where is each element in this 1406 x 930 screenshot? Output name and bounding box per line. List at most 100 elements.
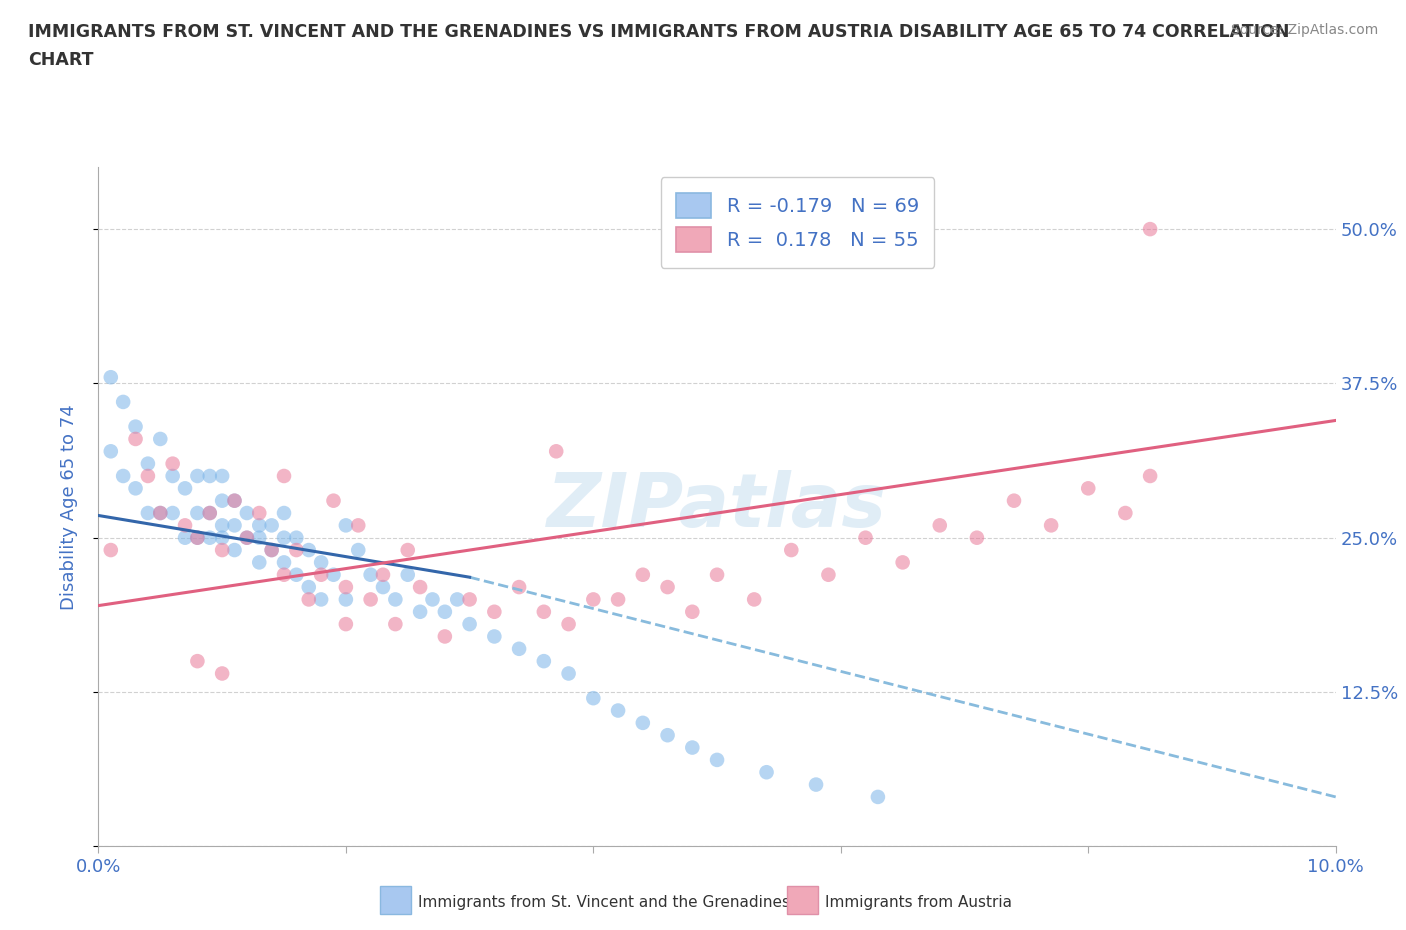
Point xyxy=(211,493,233,508)
Point xyxy=(1040,518,1063,533)
Point xyxy=(582,691,605,706)
Point xyxy=(780,542,803,557)
Point xyxy=(433,629,456,644)
Point xyxy=(742,592,765,607)
Point xyxy=(224,542,246,557)
Point xyxy=(273,506,295,521)
Point xyxy=(174,481,197,496)
Point xyxy=(1002,493,1025,508)
Point xyxy=(273,555,295,570)
Point xyxy=(124,481,146,496)
Point xyxy=(211,666,233,681)
Point xyxy=(247,518,270,533)
Point xyxy=(224,493,246,508)
Point xyxy=(1139,221,1161,236)
Point xyxy=(409,579,432,594)
Point xyxy=(631,567,654,582)
Point xyxy=(1139,469,1161,484)
Point xyxy=(335,518,357,533)
Point xyxy=(236,530,259,545)
Point xyxy=(817,567,839,582)
Point xyxy=(966,530,988,545)
Point xyxy=(422,592,444,607)
Point xyxy=(198,469,221,484)
Point xyxy=(706,567,728,582)
Point xyxy=(100,542,122,557)
Point xyxy=(285,542,308,557)
Point xyxy=(100,370,122,385)
Point xyxy=(557,666,579,681)
Point xyxy=(124,419,146,434)
Point xyxy=(508,579,530,594)
Point xyxy=(162,469,184,484)
Point xyxy=(174,518,197,533)
Point xyxy=(260,518,283,533)
Point xyxy=(371,579,394,594)
Point xyxy=(1077,481,1099,496)
Point xyxy=(149,506,172,521)
Point xyxy=(631,715,654,730)
Point xyxy=(186,530,208,545)
Point xyxy=(273,469,295,484)
Point xyxy=(298,542,321,557)
Point xyxy=(309,567,332,582)
Point xyxy=(396,567,419,582)
Point xyxy=(309,555,332,570)
Text: Source: ZipAtlas.com: Source: ZipAtlas.com xyxy=(1230,23,1378,37)
Point xyxy=(360,567,382,582)
Point xyxy=(1114,506,1136,521)
Point xyxy=(136,506,159,521)
Point xyxy=(198,506,221,521)
Text: CHART: CHART xyxy=(28,51,94,69)
Point xyxy=(309,592,332,607)
Text: ZIPatlas: ZIPatlas xyxy=(547,471,887,543)
Point xyxy=(891,555,914,570)
Point xyxy=(335,617,357,631)
Point xyxy=(124,432,146,446)
Point xyxy=(198,530,221,545)
Point xyxy=(285,530,308,545)
Point xyxy=(285,567,308,582)
Point xyxy=(347,542,370,557)
Point xyxy=(186,506,208,521)
Point xyxy=(322,567,344,582)
Point xyxy=(224,518,246,533)
Point xyxy=(458,592,481,607)
Point xyxy=(755,764,778,779)
Point xyxy=(149,432,172,446)
Point xyxy=(446,592,468,607)
Point xyxy=(298,579,321,594)
Point xyxy=(186,654,208,669)
Text: Immigrants from St. Vincent and the Grenadines: Immigrants from St. Vincent and the Gren… xyxy=(418,895,790,910)
Point xyxy=(211,542,233,557)
Point xyxy=(112,394,135,409)
Point xyxy=(260,542,283,557)
Point xyxy=(804,777,827,792)
Point xyxy=(657,579,679,594)
Point xyxy=(508,642,530,657)
Text: IMMIGRANTS FROM ST. VINCENT AND THE GRENADINES VS IMMIGRANTS FROM AUSTRIA DISABI: IMMIGRANTS FROM ST. VINCENT AND THE GREN… xyxy=(28,23,1289,41)
Point xyxy=(706,752,728,767)
Point xyxy=(322,493,344,508)
Point xyxy=(236,530,259,545)
Point xyxy=(855,530,877,545)
Point xyxy=(247,530,270,545)
Point xyxy=(247,506,270,521)
Point xyxy=(273,567,295,582)
Point xyxy=(247,555,270,570)
Point xyxy=(607,592,630,607)
Point xyxy=(384,592,406,607)
Point xyxy=(198,506,221,521)
Point xyxy=(384,617,406,631)
Y-axis label: Disability Age 65 to 74: Disability Age 65 to 74 xyxy=(59,404,77,610)
Point xyxy=(224,493,246,508)
Point xyxy=(546,444,568,458)
Point xyxy=(582,592,605,607)
Point xyxy=(149,506,172,521)
Point xyxy=(533,604,555,619)
Point xyxy=(211,530,233,545)
Point xyxy=(260,542,283,557)
Point xyxy=(236,506,259,521)
Point xyxy=(211,469,233,484)
Point xyxy=(112,469,135,484)
